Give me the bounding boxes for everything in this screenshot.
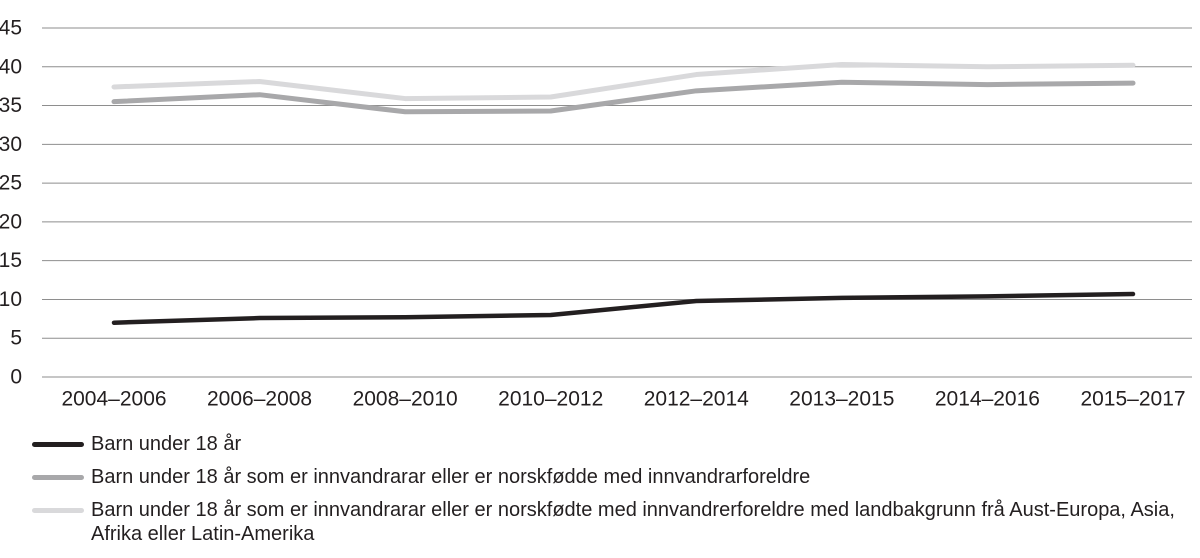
x-axis-tick-label: 2015–2017 [1080, 388, 1185, 411]
x-axis-tick-label: 2010–2012 [498, 388, 603, 411]
legend-label: Barn under 18 år [91, 433, 242, 455]
chart-legend: Barn under 18 år Barn under 18 år som er… [32, 432, 1182, 546]
series-line-1 [111, 79, 1136, 115]
x-axis-tick-label: 2014–2016 [935, 388, 1040, 411]
legend-line-swatch-black [32, 442, 84, 447]
legend-item: Barn under 18 år [32, 432, 1182, 456]
y-axis-tick-label: 10 [0, 288, 22, 311]
legend-item: Barn under 18 år som er innvandrarar ell… [32, 465, 1182, 489]
series-line-0 [111, 291, 1136, 325]
y-axis-tick-label: 45 [0, 17, 22, 40]
y-axis-tick-label: 15 [0, 249, 22, 272]
y-axis-tick-label: 20 [0, 210, 22, 233]
y-axis-tick-label: 25 [0, 172, 22, 195]
legend-item: Barn under 18 år som er innvandrarar ell… [32, 498, 1182, 546]
x-axis-tick-label: 2004–2006 [61, 388, 166, 411]
y-axis-tick-label: 0 [10, 366, 22, 389]
x-axis-tick-label: 2012–2014 [644, 388, 749, 411]
line-chart-plot-area: 45 40 35 30 25 20 15 10 5 0 2004–2006 2006–2008 2008… [0, 17, 1192, 411]
y-axis-tick-label: 40 [0, 55, 22, 78]
x-axis-tick-label: 2013–2015 [789, 388, 894, 411]
series-line-2 [111, 61, 1136, 102]
y-axis-tick-label: 30 [0, 133, 22, 156]
y-axis-tick-label: 5 [10, 327, 22, 350]
y-axis-tick-label: 35 [0, 94, 22, 117]
legend-label: Barn under 18 år som er innvandrarar ell… [91, 499, 1175, 545]
legend-label: Barn under 18 år som er innvandrarar ell… [91, 466, 811, 488]
x-axis-tick-label: 2006–2008 [207, 388, 312, 411]
legend-line-swatch-gray [32, 475, 84, 480]
x-axis-tick-label: 2008–2010 [353, 388, 458, 411]
legend-line-swatch-lightgray [32, 508, 84, 513]
